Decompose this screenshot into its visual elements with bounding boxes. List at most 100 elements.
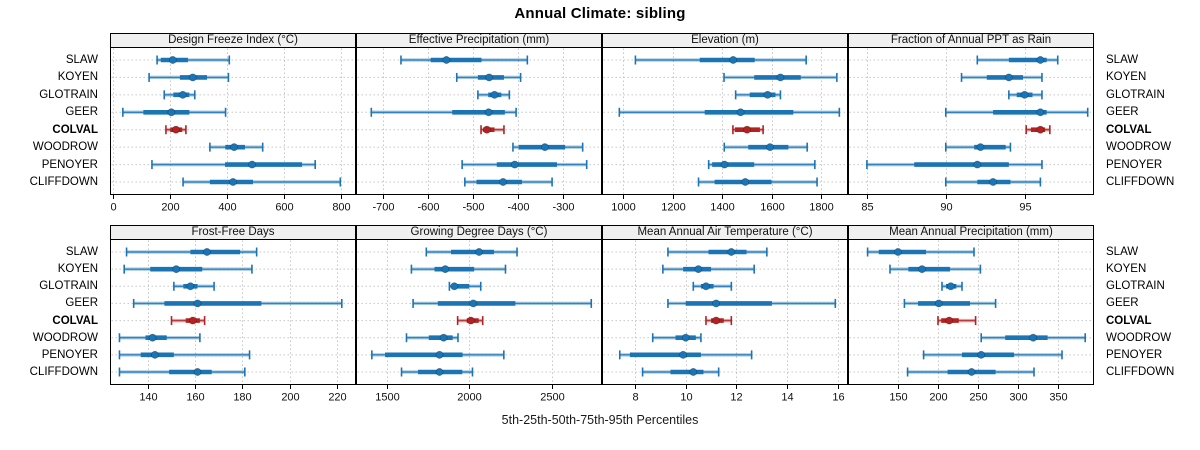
median-dot — [475, 248, 484, 256]
series-colval — [170, 316, 206, 326]
series-glotrain — [448, 281, 482, 291]
median-dot — [466, 316, 475, 325]
series-penoyer — [118, 350, 251, 360]
x-tick-label: 12 — [730, 392, 742, 404]
median-dot — [689, 368, 698, 376]
x-tick-label: 600 — [275, 202, 293, 214]
site-label-left-woodrow: WOODROW — [32, 331, 98, 344]
x-tick-label: 1200 — [661, 202, 685, 214]
series-woodrow — [980, 333, 1086, 343]
x-tick-label: 85 — [861, 202, 873, 214]
site-label-right-koyen: KOYEN — [1106, 263, 1147, 276]
series-slaw — [667, 247, 768, 257]
median-dot — [736, 108, 745, 117]
panel-effective-precipitation-mm: -700 -600 -500 -400 -300 — [356, 47, 602, 214]
series-geer — [903, 298, 997, 308]
median-dot — [1036, 125, 1045, 134]
series-koyen — [889, 264, 982, 274]
site-label-left-geer: GEER — [65, 297, 98, 310]
series-koyen — [662, 264, 755, 274]
site-label-right-colval: COLVAL — [1106, 123, 1152, 136]
median-dot — [1036, 56, 1045, 64]
site-label-right-slaw: SLAW — [1106, 246, 1139, 258]
series-slaw — [634, 55, 807, 65]
panel-strip-fraction-of-annual-ppt-as-rain: Fraction of Annual PPT as Rain — [848, 33, 1094, 48]
series-geer — [667, 298, 837, 308]
series-cliffdown — [182, 177, 342, 187]
median-dot — [679, 350, 688, 359]
x-tick-label: 14 — [781, 392, 793, 404]
x-tick-label: 1600 — [760, 202, 784, 214]
series-colval — [480, 125, 505, 135]
x-tick-label: 150 — [889, 392, 907, 404]
median-dot — [193, 368, 202, 376]
median-dot — [989, 178, 998, 186]
site-label-right-glotrain: GLOTRAIN — [1106, 88, 1165, 101]
series-colval — [1025, 125, 1051, 135]
median-dot — [186, 282, 195, 291]
median-dot — [442, 56, 451, 64]
x-tick-label: -700 — [372, 202, 394, 214]
x-axis: 0 200 400 600 800 — [110, 194, 351, 214]
site-label-right-glotrain: GLOTRAIN — [1106, 280, 1165, 293]
panel-strip-label: Fraction of Annual PPT as Rain — [890, 34, 1052, 46]
panel-strip-frost-free-days: Frost-Free Days — [110, 225, 356, 240]
x-tick-label: 350 — [1049, 392, 1067, 404]
x-tick-label: 90 — [940, 202, 952, 214]
x-tick-label: 0 — [110, 202, 116, 214]
median-dot — [712, 316, 721, 325]
series-slaw — [866, 247, 975, 257]
panel-frost-free-days: 140 160 180 200 220 — [110, 239, 356, 404]
median-dot — [945, 316, 954, 325]
chart-title: Annual Climate: sibling — [514, 5, 686, 22]
panel-fraction-of-annual-ppt-as-rain: 85 90 95 — [848, 47, 1094, 214]
median-dot — [946, 282, 955, 291]
x-tick-label: 1500 — [375, 392, 399, 404]
site-label-left-woodrow: WOODROW — [32, 141, 98, 154]
site-label-right-geer: GEER — [1106, 297, 1139, 310]
series-woodrow — [405, 333, 459, 343]
x-tick-label: -300 — [552, 202, 574, 214]
panel-growing-degree-days-c: 1500 2000 2500 — [356, 239, 602, 404]
series-woodrow — [723, 142, 808, 152]
series-cliffdown — [464, 177, 553, 187]
series-slaw — [976, 55, 1059, 65]
median-dot — [894, 248, 902, 256]
x-tick-label: 10 — [680, 392, 692, 404]
panel-design-freeze-index-c: 0 200 400 600 800 — [110, 47, 356, 214]
series-penoyer — [461, 160, 588, 170]
panel-strip-growing-degree-days-c: Growing Degree Days (°C) — [356, 225, 602, 240]
median-dot — [490, 90, 499, 99]
series-cliffdown — [944, 177, 1042, 187]
panel-strip-mean-annual-air-temperature-c: Mean Annual Air Temperature (°C) — [602, 225, 848, 240]
median-dot — [694, 265, 703, 274]
x-axis: 8 10 12 14 16 — [632, 384, 845, 404]
site-label-left-colval: COLVAL — [52, 123, 98, 136]
site-label-right-penoyer: PENOYER — [1106, 348, 1163, 361]
median-dot — [918, 265, 926, 274]
median-dot — [485, 73, 494, 82]
x-tick-label: 2500 — [540, 392, 564, 404]
median-dot — [450, 282, 459, 291]
series-koyen — [123, 264, 253, 274]
site-label-right-woodrow: WOODROW — [1106, 331, 1172, 344]
series-koyen — [960, 72, 1043, 82]
median-dot — [1004, 73, 1013, 82]
median-dot — [435, 350, 444, 359]
site-label-left-penoyer: PENOYER — [41, 158, 98, 171]
median-dot — [510, 160, 519, 169]
series-penoyer — [866, 160, 1043, 170]
median-dot — [712, 299, 721, 308]
median-dot — [167, 108, 176, 117]
x-axis: 85 90 95 — [861, 194, 1032, 214]
percentiles-caption: 5th-25th-50th-75th-95th Percentiles — [501, 413, 699, 427]
median-dot — [702, 282, 710, 291]
median-dot — [540, 143, 549, 152]
series-koyen — [455, 72, 522, 82]
site-label-right-cliffdown: CLIFFDOWN — [1106, 176, 1175, 188]
site-labels-left-band-1: SLAW KOYEN GLOTRAIN GEER COLVAL WOODROW PENOYE… — [0, 239, 104, 385]
median-dot — [681, 333, 690, 342]
site-label-right-cliffdown: CLIFFDOWN — [1106, 366, 1175, 378]
site-label-left-slaw: SLAW — [65, 246, 98, 258]
